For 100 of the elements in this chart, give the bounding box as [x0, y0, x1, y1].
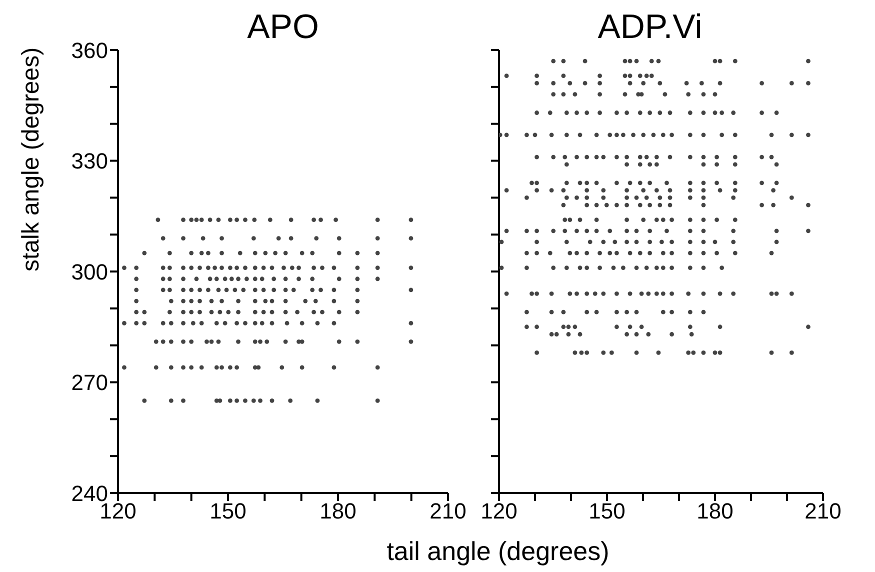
point	[156, 218, 160, 222]
point	[701, 202, 706, 208]
point	[584, 310, 590, 314]
point	[648, 240, 652, 244]
point	[534, 240, 539, 244]
point	[234, 266, 239, 270]
point	[644, 266, 649, 270]
point	[236, 298, 240, 304]
point	[168, 339, 174, 344]
point	[714, 162, 719, 167]
point	[688, 228, 692, 234]
point	[701, 195, 706, 200]
point	[638, 74, 642, 78]
point	[199, 320, 204, 326]
point	[283, 288, 288, 292]
point	[312, 218, 316, 222]
point	[624, 110, 629, 115]
point	[236, 310, 240, 314]
point	[222, 320, 228, 326]
point	[375, 276, 380, 282]
point	[598, 92, 602, 96]
point	[332, 266, 336, 270]
point	[641, 132, 646, 138]
point	[534, 110, 539, 115]
point	[701, 92, 706, 96]
point	[624, 218, 629, 222]
point	[270, 310, 274, 314]
point	[714, 154, 719, 160]
point	[670, 266, 674, 270]
point	[198, 310, 202, 314]
point	[658, 81, 662, 86]
point	[189, 218, 194, 222]
point	[601, 291, 606, 296]
point	[594, 202, 599, 208]
point	[789, 81, 794, 86]
point	[714, 180, 719, 186]
point	[578, 180, 582, 186]
point	[658, 110, 662, 115]
point	[624, 332, 629, 336]
point	[524, 310, 529, 314]
point	[701, 162, 706, 167]
point	[318, 288, 323, 292]
point	[534, 180, 539, 186]
point	[549, 310, 554, 314]
point	[628, 74, 632, 78]
point	[134, 276, 139, 282]
point	[718, 324, 722, 330]
point	[251, 398, 256, 403]
point	[732, 218, 738, 222]
point	[551, 81, 556, 86]
point	[261, 310, 266, 314]
point	[648, 250, 652, 256]
point	[649, 58, 654, 64]
point	[628, 250, 632, 256]
point	[504, 188, 509, 192]
point	[568, 250, 572, 256]
point	[584, 202, 590, 208]
point	[732, 154, 738, 160]
point	[134, 298, 139, 304]
point	[283, 276, 288, 282]
point	[574, 154, 579, 160]
point	[718, 188, 722, 192]
point	[670, 291, 674, 296]
point	[789, 291, 794, 296]
point	[651, 132, 656, 138]
point	[578, 132, 582, 138]
x-tick-label: 120	[480, 498, 518, 524]
point	[688, 310, 692, 314]
point	[578, 332, 582, 336]
point	[622, 92, 628, 96]
point	[701, 110, 706, 115]
x-axis-title: tail angle (degrees)	[386, 536, 610, 567]
point	[644, 195, 649, 200]
point	[220, 236, 224, 240]
y-tick-label: 300	[71, 259, 108, 284]
point	[122, 266, 126, 270]
point	[252, 250, 258, 256]
point	[806, 202, 810, 208]
point	[252, 298, 258, 304]
point	[638, 110, 642, 115]
point	[154, 339, 158, 344]
point	[624, 240, 629, 244]
point	[261, 266, 266, 270]
point	[181, 320, 186, 326]
point	[408, 288, 414, 292]
point	[288, 398, 293, 403]
point	[601, 154, 606, 160]
point	[561, 58, 566, 64]
point	[236, 276, 240, 282]
point	[574, 195, 579, 200]
point	[614, 132, 619, 138]
point	[732, 132, 738, 138]
point	[549, 332, 554, 336]
point	[270, 298, 274, 304]
point	[568, 81, 572, 86]
point	[564, 132, 569, 138]
point	[634, 195, 639, 200]
point	[658, 195, 662, 200]
point	[270, 398, 274, 403]
point	[313, 298, 318, 304]
